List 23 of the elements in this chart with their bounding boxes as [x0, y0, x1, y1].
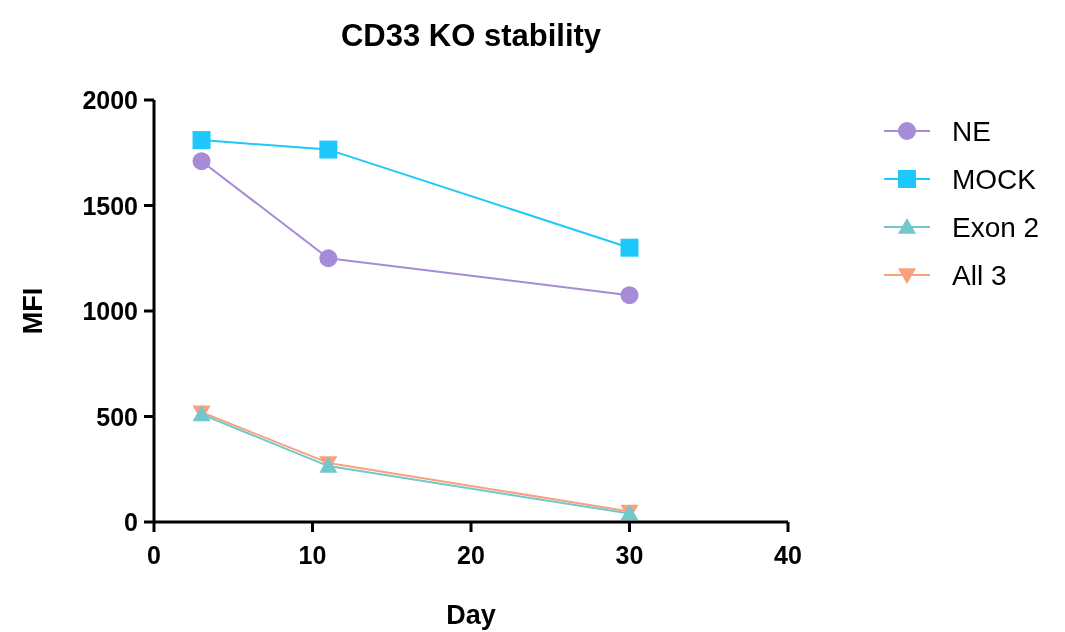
x-tick-label: 20: [457, 541, 485, 569]
x-tick-label: 40: [774, 541, 802, 569]
x-axis-title: Day: [446, 600, 496, 630]
legend-label: All 3: [952, 260, 1007, 291]
x-tick-label: 30: [615, 541, 644, 569]
y-tick-label: 500: [96, 402, 138, 431]
y-tick-label: 1500: [82, 191, 138, 220]
legend-label: Exon 2: [952, 212, 1040, 243]
y-tick-label: 0: [124, 508, 138, 536]
point: [620, 286, 639, 305]
x-tick-label: 0: [147, 541, 161, 569]
y-axis-title: MFI: [18, 287, 48, 335]
point: [620, 238, 639, 257]
chart-title: CD33 KO stability: [340, 18, 602, 53]
point: [192, 152, 211, 171]
y-tick-label: 1000: [82, 297, 138, 325]
point: [319, 249, 338, 268]
x-tick-label: 10: [298, 541, 327, 569]
y-tick-label: 2000: [82, 86, 138, 114]
legend-label: MOCK: [952, 164, 1037, 195]
legend-label: NE: [952, 116, 991, 147]
point: [319, 140, 338, 159]
point: [192, 131, 211, 150]
